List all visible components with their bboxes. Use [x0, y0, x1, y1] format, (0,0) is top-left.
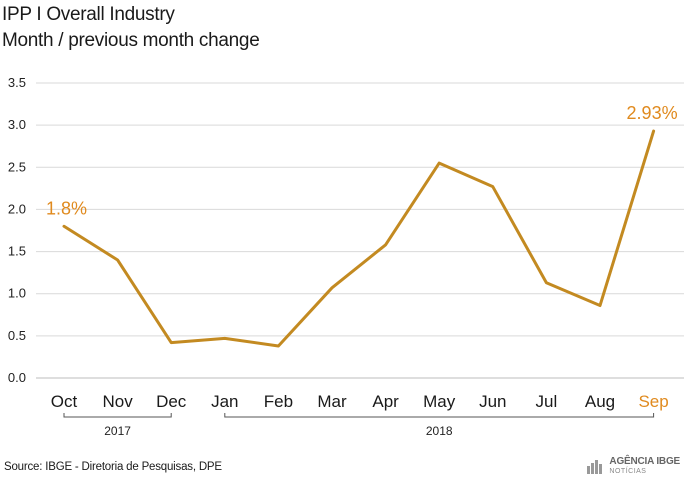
year-group-label: 2018 [426, 424, 453, 438]
year-group-label: 2017 [104, 424, 131, 438]
ibge-logo-icon [587, 460, 603, 474]
y-tick-label: 1.0 [8, 286, 26, 301]
y-tick-label: 3.0 [8, 117, 26, 132]
data-label: 1.8% [46, 198, 87, 218]
chart-title: IPP I Overall Industry [2, 4, 175, 25]
data-label: 2.93% [627, 103, 678, 123]
year-group-bracket [224, 413, 655, 418]
chart-subtitle: Month / previous month change [2, 30, 260, 51]
x-tick-label: Aug [585, 392, 615, 411]
brand-subtitle: NOTÍCIAS [609, 468, 647, 475]
y-tick-label: 3.5 [8, 75, 26, 90]
y-tick-label: 0.5 [8, 328, 26, 343]
x-tick-label: Mar [317, 392, 347, 411]
year-group-bracket [63, 413, 172, 418]
x-tick-label: Oct [51, 392, 78, 411]
source-note: Source: IBGE - Diretoria de Pesquisas, D… [4, 461, 222, 473]
x-tick-label: Nov [102, 392, 133, 411]
brand-name: AGÊNCIA IBGE [609, 456, 680, 467]
series-line [62, 129, 656, 348]
brand-logo: AGÊNCIA IBGE NOTÍCIAS [587, 457, 680, 477]
x-tick-label: Jun [479, 392, 506, 411]
x-tick-label: Apr [372, 392, 399, 411]
chart-title-block: IPP I Overall Industry Month / previous … [2, 2, 260, 54]
y-tick-label: 1.5 [8, 244, 26, 259]
y-tick-label: 0.0 [8, 370, 26, 385]
y-tick-label: 2.0 [8, 201, 26, 216]
x-tick-label: Jul [536, 392, 558, 411]
y-tick-label: 2.5 [8, 159, 26, 174]
x-tick-label: Feb [264, 392, 293, 411]
x-tick-label: Dec [156, 392, 187, 411]
x-tick-label: Sep [638, 392, 668, 411]
x-tick-label: May [423, 392, 456, 411]
x-tick-label: Jan [211, 392, 238, 411]
